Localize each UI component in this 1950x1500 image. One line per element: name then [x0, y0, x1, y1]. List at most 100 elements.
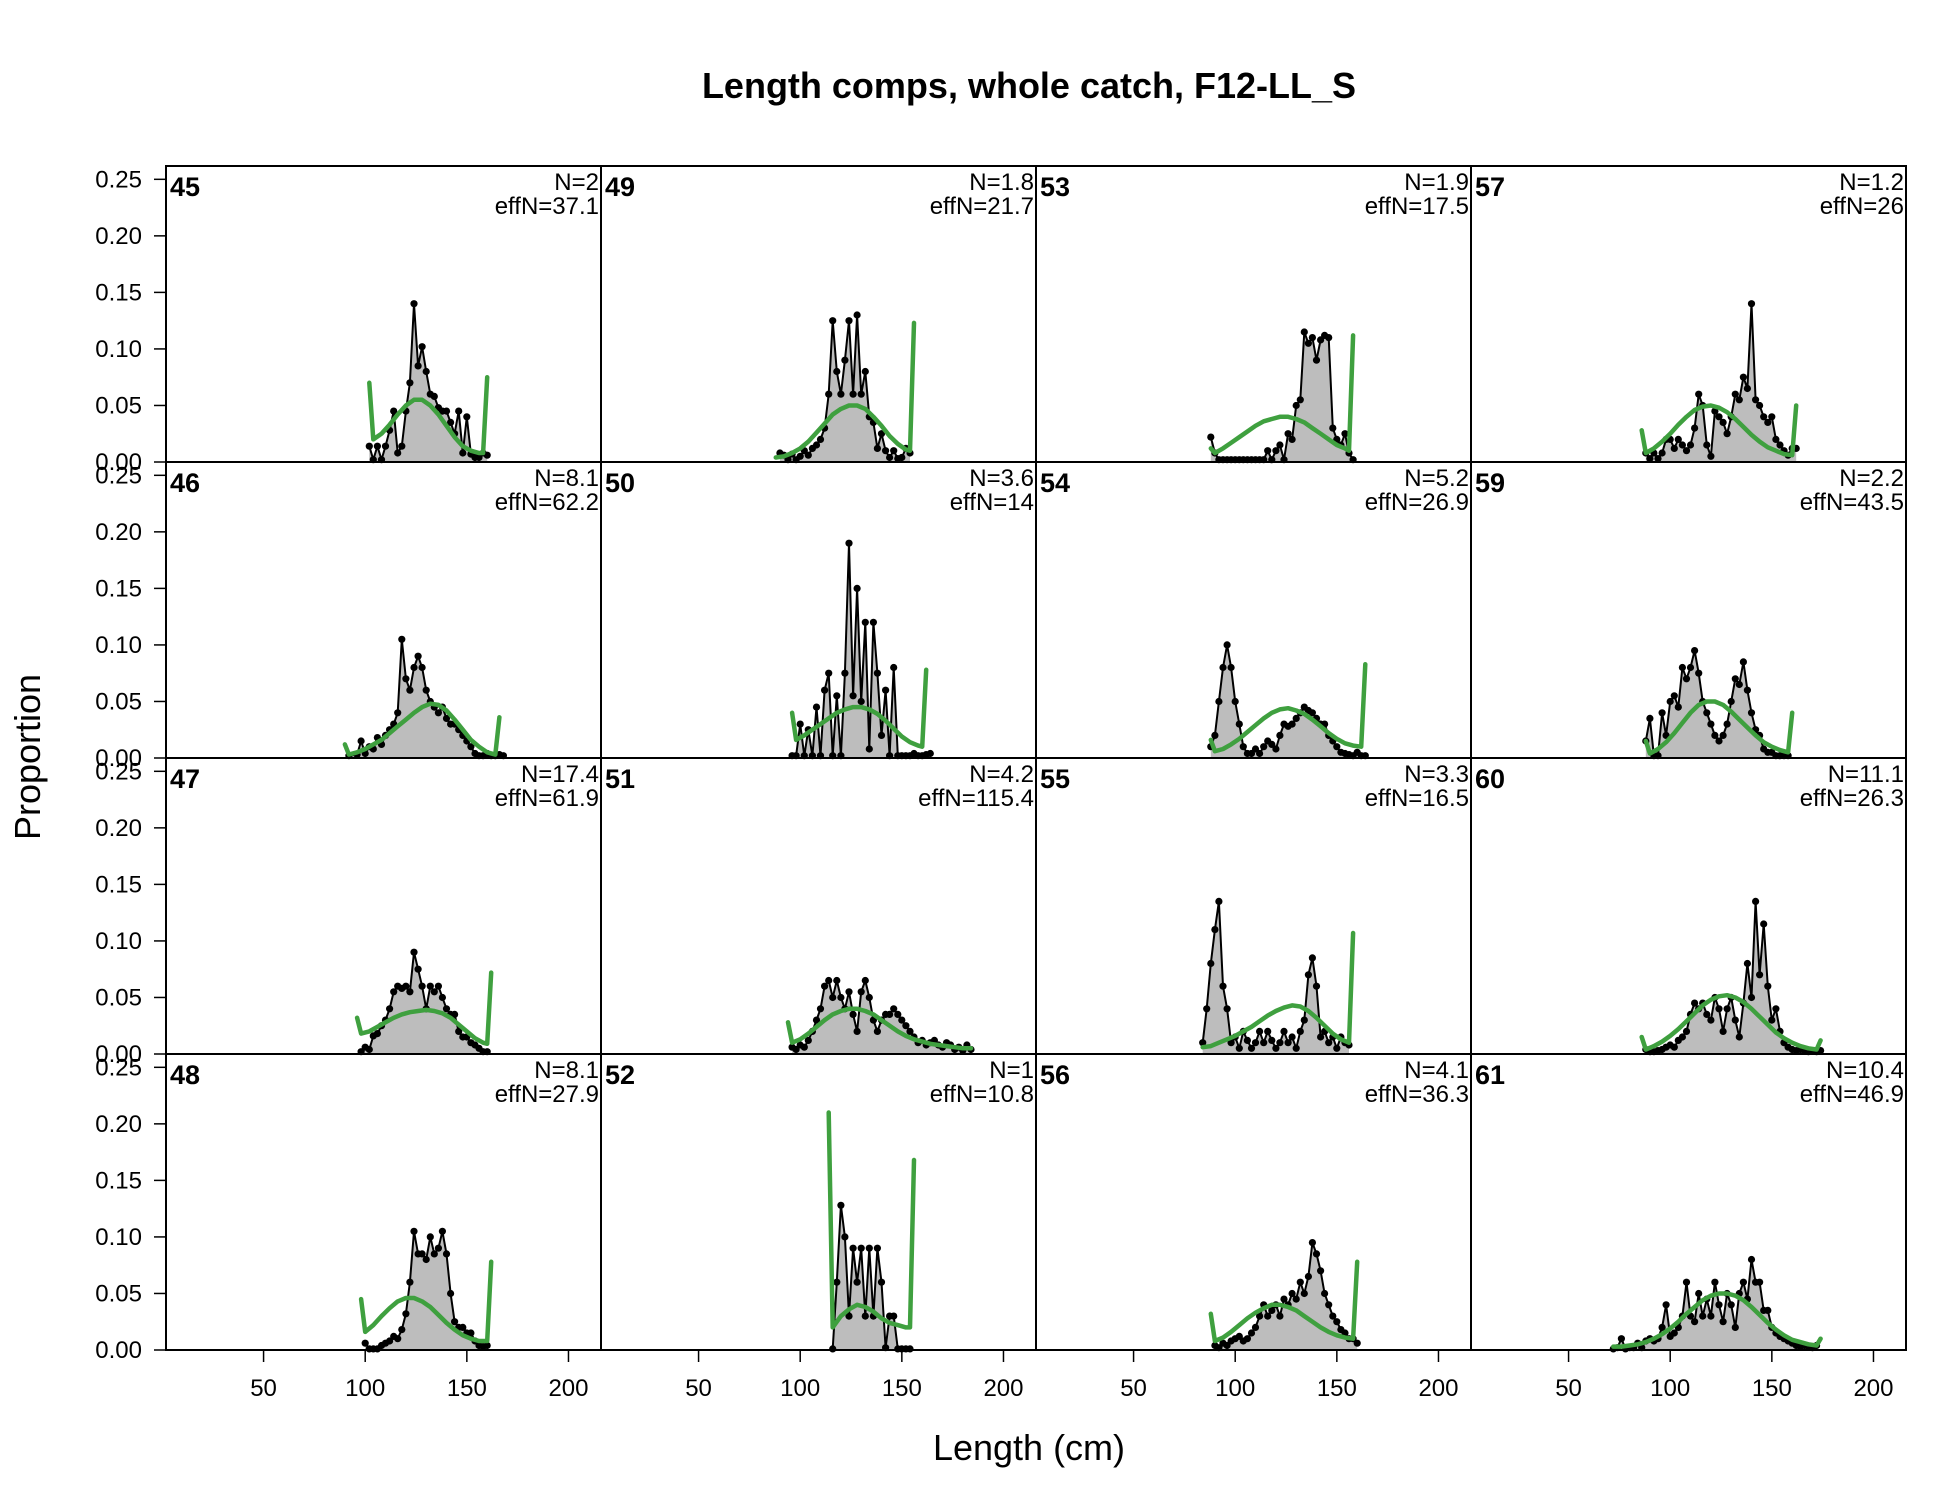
observed-point — [1207, 959, 1215, 968]
observed-point — [894, 1010, 902, 1019]
observed-point — [1296, 1278, 1304, 1286]
observed-point — [829, 993, 837, 1002]
observed-point — [451, 1010, 459, 1019]
observed-point — [1617, 1335, 1625, 1343]
observed-point — [1333, 1044, 1341, 1052]
observed-point — [857, 697, 865, 706]
observed-point — [853, 1278, 861, 1286]
observed-point — [833, 1278, 841, 1286]
observed-point — [1284, 1039, 1292, 1047]
observed-point — [410, 948, 418, 956]
observed-point — [1670, 1043, 1678, 1051]
observed-point — [1735, 1033, 1743, 1041]
observed-point — [1658, 449, 1666, 457]
observed-point — [1288, 1033, 1296, 1041]
y-tick-label: 0.00 — [95, 745, 142, 772]
observed-point — [825, 390, 833, 398]
observed-area — [1214, 1242, 1358, 1350]
observed-point — [1743, 384, 1751, 393]
observed-point — [1312, 1250, 1321, 1258]
panel-n-label: N=4.2 — [969, 761, 1034, 788]
observed-point — [1764, 1306, 1772, 1314]
observed-point — [890, 1312, 898, 1320]
panel-effn-label: effN=115.4 — [918, 785, 1034, 812]
x-tick-label: 100 — [345, 1375, 385, 1402]
panel-label: 53 — [1040, 172, 1070, 202]
observed-point — [816, 1005, 825, 1013]
observed-point — [906, 1027, 914, 1035]
observed-point — [877, 1278, 886, 1286]
observed-point — [1264, 1312, 1272, 1320]
observed-point — [890, 1005, 898, 1013]
observed-point — [853, 1027, 861, 1035]
observed-point — [1304, 1272, 1312, 1281]
observed-point — [1329, 1312, 1337, 1320]
observed-point — [1756, 1278, 1764, 1286]
panel-effn-label: effN=16.5 — [1365, 785, 1469, 812]
observed-point — [1292, 401, 1300, 410]
panel-effn-label: effN=37.1 — [495, 193, 599, 220]
observed-point — [1715, 737, 1723, 745]
observed-point — [1353, 1339, 1361, 1347]
observed-point — [1715, 1301, 1723, 1309]
panel-n-label: N=3.6 — [969, 465, 1034, 492]
observed-point — [1670, 692, 1678, 700]
observed-point — [886, 1010, 894, 1019]
observed-point — [821, 686, 829, 694]
panel-effn-label: effN=26.3 — [1800, 785, 1904, 812]
y-tick-label: 0.00 — [95, 1337, 142, 1364]
observed-point — [1227, 1039, 1235, 1047]
observed-point — [1646, 714, 1654, 723]
observed-point — [434, 982, 442, 990]
observed-point — [873, 1244, 882, 1252]
panel-n-label: N=11.1 — [1828, 761, 1904, 788]
observed-point — [829, 317, 837, 325]
observed-point — [873, 1027, 882, 1035]
observed-point — [414, 362, 422, 370]
observed-point — [1654, 455, 1662, 463]
observed-point — [1308, 954, 1316, 962]
observed-point — [1276, 441, 1284, 449]
observed-point — [1260, 743, 1268, 751]
observed-point — [410, 1227, 418, 1235]
y-tick-label: 0.10 — [95, 1224, 142, 1251]
observed-point — [1325, 1039, 1333, 1047]
observed-point — [1727, 1301, 1735, 1309]
panel-label: 50 — [605, 468, 635, 498]
expected-line — [789, 667, 929, 749]
panel-label: 45 — [170, 172, 200, 202]
observed-point — [438, 1227, 446, 1235]
observed-point — [857, 1244, 865, 1252]
panel-n-label: N=4.1 — [1404, 1057, 1469, 1084]
observed-point — [1747, 709, 1756, 717]
y-tick-label: 0.15 — [95, 871, 142, 898]
observed-point — [1752, 396, 1760, 404]
observed-point — [1215, 697, 1223, 706]
observed-point — [841, 669, 849, 677]
panel-effn-label: effN=10.8 — [930, 1081, 1034, 1108]
observed-point — [394, 709, 402, 717]
observed-point — [1658, 1323, 1666, 1331]
observed-point — [430, 1250, 438, 1258]
x-tick-label: 150 — [1317, 1375, 1357, 1402]
x-tick-label: 150 — [882, 1375, 922, 1402]
observed-area — [832, 1205, 910, 1350]
observed-point — [1695, 390, 1703, 398]
observed-point — [1764, 982, 1772, 990]
observed-point — [455, 1027, 463, 1035]
panel-label: 54 — [1040, 468, 1070, 498]
observed-point — [898, 453, 906, 462]
observed-point — [357, 737, 365, 745]
observed-line — [831, 1205, 910, 1350]
panel-effn-label: effN=21.7 — [930, 193, 1034, 220]
observed-point — [1223, 1005, 1231, 1013]
observed-point — [442, 1005, 451, 1013]
observed-point — [898, 1016, 906, 1024]
